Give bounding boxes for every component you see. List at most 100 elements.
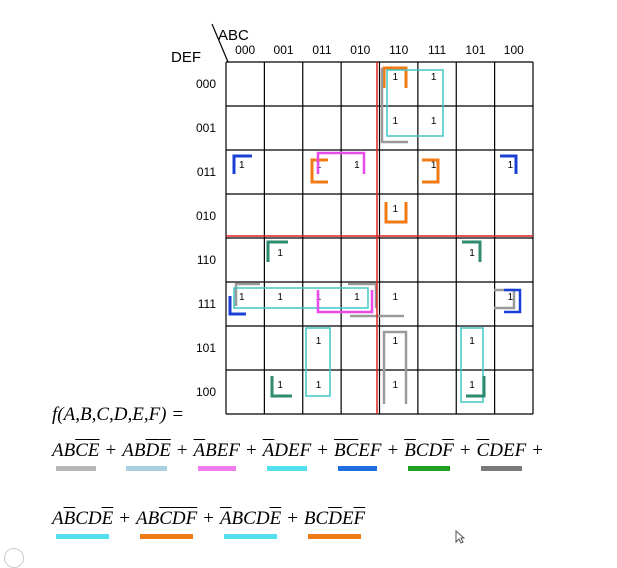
plus-sign: + [119,508,130,529]
cell-one: 1 [354,160,360,171]
plus-sign: + [532,440,543,461]
term-literals: ABCE [52,440,100,462]
group-magenta-011 [316,151,366,174]
term-literals: ABCDF [136,508,197,530]
literal: F [228,440,240,461]
literal: E [216,440,229,461]
column-label: 111 [428,43,447,57]
literal: D [489,440,503,461]
literal: C [159,508,172,529]
term-color-underline [223,534,278,539]
formula-term: BCDEF [303,508,365,539]
group-blue-left [232,154,252,174]
literal: D [328,508,342,529]
literal: D [87,508,102,529]
formula-line-1: ABCE + ABDE + ABEF + ADEF + BCEF + BCDF + CDEF + [52,440,549,471]
function-label: f(A,B,C,D,E,F) = [52,404,185,425]
cell-one: 1 [393,204,399,215]
literal: A [219,508,232,529]
cell-one: 1 [393,336,399,347]
group-cyan-111-row [233,287,369,309]
literal: A [52,440,64,461]
cell-one: 1 [239,292,245,303]
literal: A [262,440,275,461]
plus-sign: + [245,440,257,461]
groupings [228,66,522,404]
literal: C [345,440,359,461]
term-literals: BCEF [334,440,382,462]
literal: B [147,508,160,529]
term-color-underline [408,466,450,471]
formula-term: ABCDF [136,508,197,539]
group-gray-111-left [234,282,260,306]
group-orange-011-right [422,158,440,184]
plus-sign: + [459,440,471,461]
formula-term: BCEF [334,440,382,471]
literal: A [193,440,206,461]
term-color-underline [56,466,96,471]
cell-one: 1 [316,380,322,391]
cell-one: 1 [469,336,475,347]
group-teal-110-left [266,240,288,262]
literal: C [415,440,429,461]
formula-term: CDEF [477,440,526,471]
term-color-underline [337,466,378,471]
plus-sign: + [387,440,399,461]
literal: F [369,440,382,461]
row-label: 101 [196,341,216,355]
plus-sign: + [203,508,214,529]
row-label: 111 [198,297,217,311]
literal: D [255,508,270,529]
cell-one: 1 [393,380,399,391]
cell-values: 1 11 11 1 1 1 111 11 1 1 1 1 11 1 11 1 1 1 [239,72,514,391]
row-label: 100 [196,385,216,399]
group-teal-100-left [270,376,292,398]
literal: B [133,440,146,461]
literal: F [185,508,198,529]
literal: A [122,440,134,461]
term-color-underline [197,466,236,471]
literal: A [135,508,148,529]
literal: E [502,440,515,461]
literal: E [159,440,171,461]
column-label: 000 [235,43,255,57]
literal: E [288,440,300,461]
cell-one: 1 [508,292,514,303]
formula-term: ADEF [262,440,312,471]
group-orange-010 [384,202,408,224]
term-color-underline [266,466,308,471]
literal: C [75,440,88,461]
literal: B [303,508,316,529]
literal: C [75,508,88,529]
group-cyan-011-101-100 [305,327,331,397]
term-color-underline [126,466,167,471]
formula-line-2: ABCDE + ABCDF + ABCDE + BCDEF [52,508,371,539]
cell-one: 1 [277,292,283,303]
term-literals: BCDF [404,440,454,462]
row-labels: 000 001 011 010 110 111 101 100 [196,77,216,399]
map-grid [225,61,534,415]
literal: E [358,440,370,461]
group-blue-111-left [228,296,246,316]
literal: B [333,440,346,461]
cell-one: 1 [393,292,399,303]
group-orange-011-left [310,158,328,184]
group-blue-right [500,154,518,174]
cell-one: 1 [393,116,399,127]
literal: A [52,508,64,529]
formula-term: ABDE [122,440,171,471]
formula-term: ABEF [193,440,240,471]
row-label: 110 [197,253,216,267]
term-color-underline [56,534,110,539]
column-label: 110 [389,43,408,57]
literal: E [87,440,100,461]
mouse-cursor-icon [455,530,465,544]
group-gray-110-bottom [382,330,408,404]
group-magenta-111 [316,290,374,314]
corner-divider [211,23,229,63]
literal: D [145,440,160,461]
literal: E [101,508,114,529]
literal: F [299,440,312,461]
cell-one: 1 [354,292,360,303]
cell-one: 1 [431,116,437,127]
